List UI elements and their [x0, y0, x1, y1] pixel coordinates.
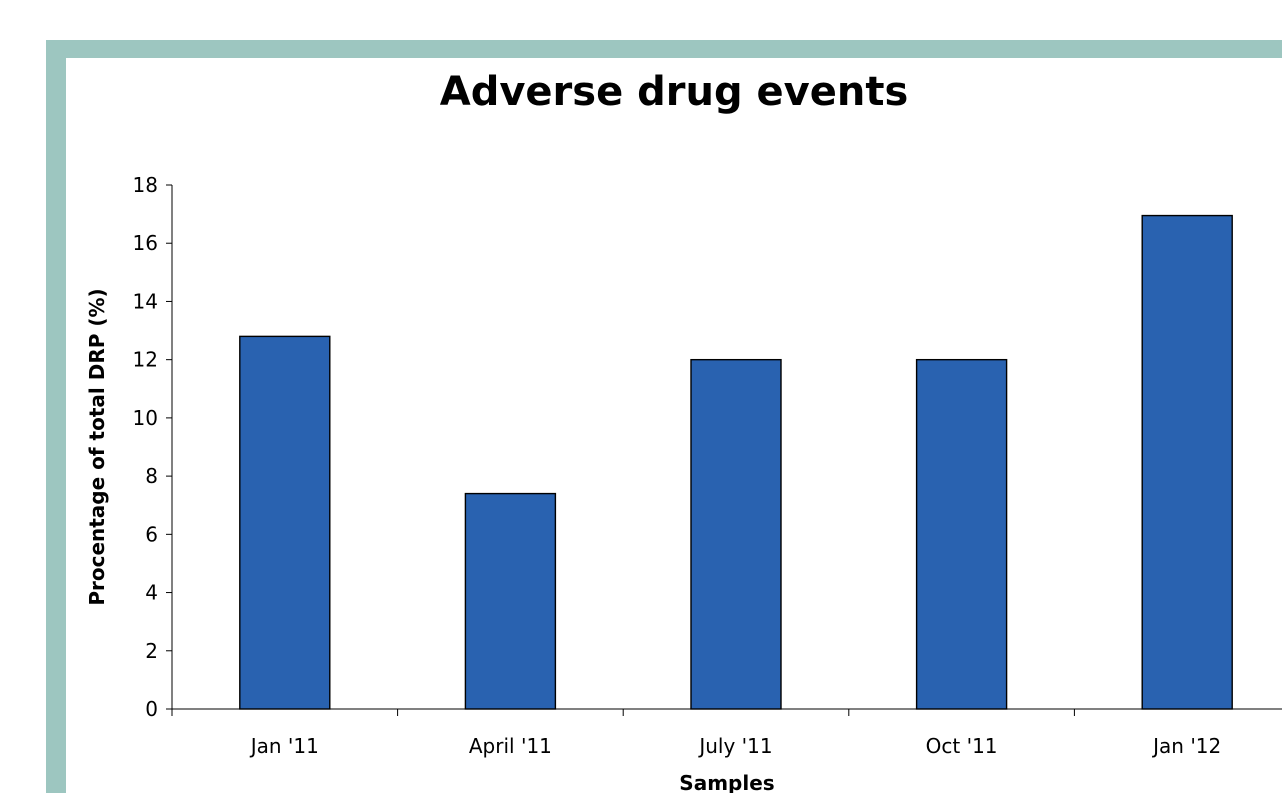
y-tick-label: 10 [133, 406, 158, 430]
y-tick-label: 0 [145, 697, 158, 721]
x-axis-title: Samples [679, 771, 774, 793]
x-tick-label: Oct '11 [926, 734, 998, 758]
bar [464, 492, 557, 710]
bar [690, 358, 782, 710]
x-tick-label: Jan '11 [249, 734, 319, 758]
y-axis-title: Procentage of total DRP (%) [85, 288, 109, 605]
bar-series [239, 214, 1233, 710]
y-tick-label: 12 [133, 348, 158, 372]
x-tick-label: July '11 [697, 734, 772, 758]
bar [239, 335, 331, 710]
y-tick-label: 2 [145, 639, 158, 663]
y-tick-label: 14 [133, 289, 158, 313]
y-tick-label: 8 [145, 464, 158, 488]
x-tick-label: April '11 [469, 734, 552, 758]
x-tick-label: Jan '12 [1151, 734, 1221, 758]
bar [1141, 214, 1233, 710]
y-tick-label: 6 [145, 522, 158, 546]
y-tick-group: 0 2 4 6 8 10 12 14 16 18 [133, 173, 172, 721]
y-tick-label: 4 [145, 581, 158, 605]
y-tick-label: 18 [133, 173, 158, 197]
x-tick-group: Jan '11 April '11 July '11 Oct '11 Jan '12 [171, 709, 1221, 758]
bar [915, 358, 1008, 710]
y-tick-label: 16 [133, 231, 158, 255]
chart-title: Adverse drug events [439, 69, 909, 115]
